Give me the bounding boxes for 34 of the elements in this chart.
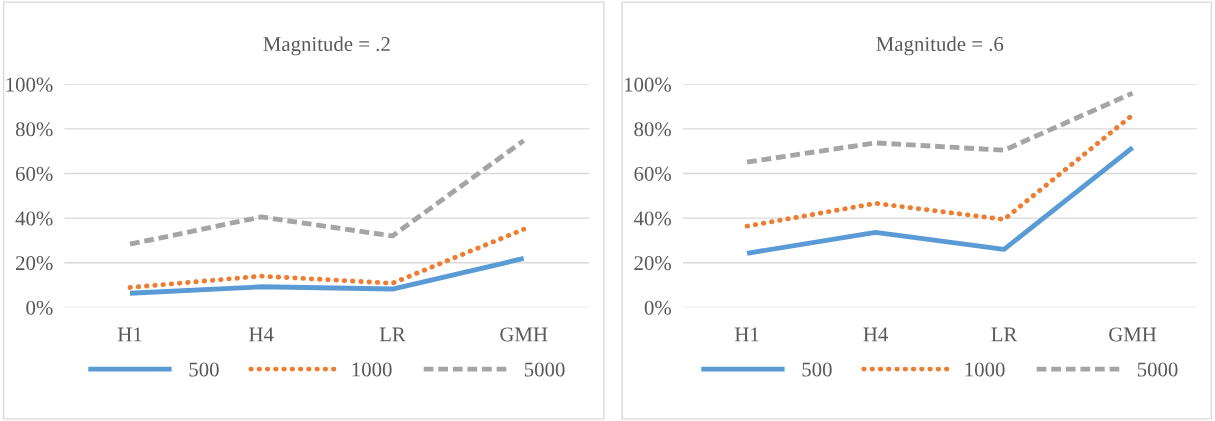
line-series — [744, 90, 1135, 165]
x-tick-label: H1 — [734, 327, 759, 342]
line-series — [127, 138, 527, 247]
y-tick-label: 20% — [634, 256, 672, 271]
y-tick-label: 60% — [15, 166, 53, 181]
y-tick-label: 100% — [624, 77, 672, 92]
legend-label: 500 — [189, 362, 219, 377]
legend-label: 5000 — [524, 362, 565, 377]
x-tick-label: H4 — [249, 327, 274, 342]
legend-label: 1000 — [965, 362, 1005, 377]
y-tick-label: 80% — [634, 122, 672, 137]
x-tick-label: GMH — [500, 327, 548, 342]
x-tick-label: LR — [379, 327, 406, 342]
x-tick-label: LR — [991, 327, 1018, 342]
x-tick-label: GMH — [1109, 327, 1157, 342]
legend-label: 500 — [802, 362, 832, 377]
x-tick-label: H1 — [117, 327, 142, 342]
y-tick-label: 0% — [644, 300, 672, 315]
legend-label: 1000 — [352, 362, 392, 377]
y-tick-label: 40% — [15, 211, 53, 226]
line-series — [127, 256, 527, 296]
y-tick-label: 40% — [633, 211, 672, 226]
y-tick-label: 0% — [26, 300, 53, 315]
line-series — [127, 226, 527, 290]
y-tick-label: 80% — [15, 122, 53, 137]
line-series — [744, 112, 1135, 229]
chart-title: Magnitude = .6 — [876, 36, 1004, 56]
y-tick-label: 100% — [6, 77, 53, 92]
legend-label: 5000 — [1137, 362, 1178, 377]
y-tick-label: 20% — [16, 256, 53, 271]
chart-title: Magnitude = .2 — [263, 36, 390, 56]
line-series — [744, 145, 1135, 256]
y-tick-label: 60% — [634, 166, 672, 181]
x-tick-label: H4 — [863, 327, 888, 342]
